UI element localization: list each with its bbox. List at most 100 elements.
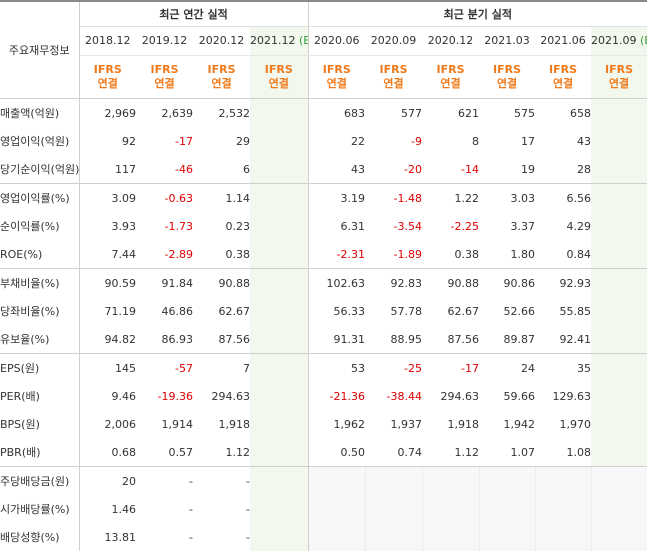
table-cell: -20: [365, 155, 423, 184]
table-cell: [250, 240, 309, 269]
table-cell: 62.67: [447, 304, 480, 318]
annual-period-header: 2021.12 (E): [250, 26, 309, 56]
table-cell: -21.36: [329, 389, 366, 403]
table-cell: 1,937: [390, 417, 423, 431]
table-cell: 28: [535, 155, 592, 184]
consolidated-line: 연결: [97, 76, 118, 90]
table-cell: 1,914: [161, 417, 194, 431]
table-cell: [364, 523, 423, 551]
table-cell: [534, 523, 592, 551]
table-cell: 94.82: [79, 325, 136, 354]
annual-period-header: 2020.12: [193, 26, 250, 56]
row-label: PER(배): [0, 382, 80, 410]
table-cell: 1.12: [193, 438, 250, 467]
table-cell: -: [189, 530, 193, 544]
quarter-period-header: 2020.12: [422, 26, 480, 56]
table-cell: [591, 297, 648, 325]
table-cell: [591, 438, 648, 467]
table-cell: 89.87: [479, 325, 536, 354]
table-cell: -: [246, 530, 250, 544]
row-label: PBR(배): [0, 438, 80, 467]
table-cell: 658: [570, 106, 592, 120]
table-cell: [250, 155, 309, 184]
table-cell: 6: [193, 155, 250, 184]
standard-line: IFRS: [605, 62, 634, 76]
standard-line: IFRS: [264, 62, 293, 76]
table-cell: 20: [122, 474, 136, 488]
table-cell: [591, 155, 648, 184]
table-cell: 2,639: [161, 106, 194, 120]
table-row: 부채비율(%) 90.59 91.84 90.88 102.63 92.83 90.88 90…: [0, 268, 648, 297]
table-cell: [591, 353, 648, 382]
row-label: 배당성향(%): [0, 523, 80, 551]
period-label: 2019.12: [141, 34, 188, 48]
table-row: 영업이익(억원) 92 -17 29 22 -9 8 17 43: [0, 127, 648, 155]
row-label-header: 주요재무정보: [0, 0, 80, 99]
table-row: PER(배) 9.46 -19.36 294.63 -21.36 -38.44 294.63…: [0, 382, 648, 410]
row-label: 주당배당금(원): [0, 466, 80, 495]
table-cell: -46: [136, 155, 193, 184]
table-cell: 145: [115, 361, 136, 375]
period-label: 2020.09: [370, 34, 417, 48]
quarter-period-header: 2021.09 (E): [591, 26, 648, 56]
table-cell: -14: [422, 155, 480, 184]
table-cell: 1,970: [559, 417, 592, 431]
accounting-standard-header: IFRS 연결: [193, 55, 250, 100]
table-row: 순이익률(%) 3.93 -1.73 0.23 6.31 -3.54 -2.25 3.37 4.…: [0, 212, 648, 240]
standard-line: IFRS: [436, 62, 465, 76]
consolidated-line: 연결: [552, 76, 574, 90]
table-cell: [250, 438, 309, 467]
table-cell: -38.44: [386, 389, 423, 403]
table-cell: 1,962: [333, 417, 366, 431]
table-cell: -0.63: [164, 191, 193, 205]
consolidated-line: 연결: [326, 76, 347, 90]
row-label: 유보율(%): [0, 325, 80, 354]
table-cell: 294.63: [440, 389, 480, 403]
standard-line: IFRS: [493, 62, 522, 76]
table-cell: [591, 240, 648, 269]
quarter-period-header: 2021.03: [479, 26, 536, 56]
table-cell: -: [246, 474, 250, 488]
table-row: 매출액(억원) 2,969 2,639 2,532 683 577 621 575 658: [0, 98, 648, 127]
quarter-period-header: 2020.06: [308, 26, 366, 56]
table-cell: 56.33: [333, 304, 366, 318]
consolidated-line: 연결: [211, 76, 232, 90]
table-cell: 92.41: [535, 325, 592, 354]
row-label: 영업이익(억원): [0, 127, 80, 155]
table-cell: [421, 466, 480, 495]
table-cell: 0.50: [308, 438, 366, 467]
table-cell: [421, 495, 480, 523]
table-cell: 13.81: [104, 530, 137, 544]
period-label: 2021.09: [591, 34, 637, 48]
period-label: 2020.12: [198, 34, 245, 48]
table-cell: [250, 495, 309, 523]
table-cell: 87.56: [193, 325, 250, 354]
table-cell: 3.93: [111, 219, 137, 233]
table-cell: -1.89: [365, 240, 423, 269]
table-cell: 24: [521, 361, 536, 375]
table-cell: [250, 325, 309, 354]
row-label: 부채비율(%): [0, 268, 80, 297]
consolidated-line: 연결: [496, 76, 518, 90]
table-row: 주당배당금(원) 20 - -: [0, 466, 648, 495]
table-cell: [591, 410, 648, 438]
table-cell: -17: [461, 361, 480, 375]
table-cell: -: [189, 502, 193, 516]
table-cell: 1.46: [111, 502, 137, 516]
accounting-standard-header: IFRS 연결: [591, 55, 648, 100]
row-label: 시가배당률(%): [0, 495, 80, 523]
table-row: 유보율(%) 94.82 86.93 87.56 91.31 88.95 87.56 89.8…: [0, 325, 648, 354]
estimate-mark: (E): [640, 34, 647, 48]
table-cell: -25: [404, 361, 423, 375]
table-cell: 22: [351, 134, 366, 148]
table-cell: [478, 495, 536, 523]
table-cell: -: [189, 474, 193, 488]
table-cell: 87.56: [422, 325, 480, 354]
table-cell: -: [246, 502, 250, 516]
annual-period-header: 2018.12: [79, 26, 136, 56]
standard-line: IFRS: [322, 62, 351, 76]
table-cell: 1.07: [479, 438, 536, 467]
table-row: 배당성향(%) 13.81 - -: [0, 523, 648, 551]
table-cell: [250, 353, 309, 382]
table-cell: 1.08: [535, 438, 592, 467]
